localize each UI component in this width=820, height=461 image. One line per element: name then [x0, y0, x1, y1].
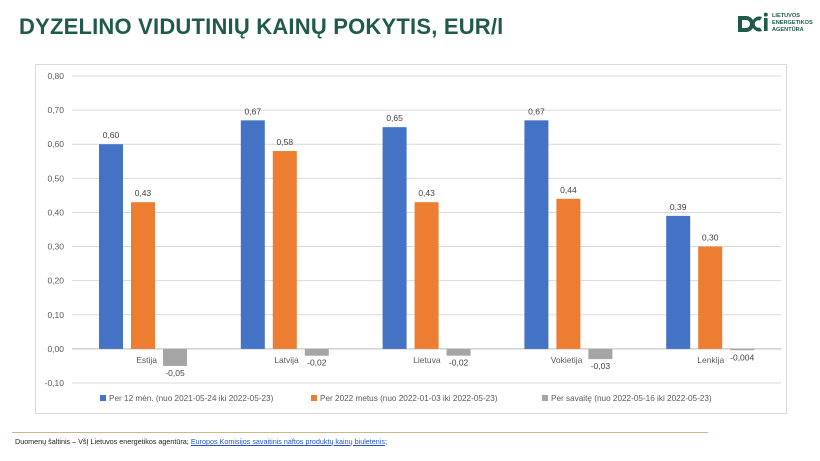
logo-line: LIETUVOS [772, 13, 800, 19]
data-label: 0,67 [528, 106, 545, 116]
data-label: 0,67 [245, 106, 262, 116]
data-label: -0,02 [449, 358, 469, 368]
bar [414, 202, 439, 349]
legend-swatch [311, 395, 317, 401]
bar [99, 144, 123, 349]
x-tick-label: Vokietija [551, 355, 583, 365]
bar [556, 198, 581, 349]
data-label: 0,60 [103, 130, 120, 140]
bar [382, 127, 407, 349]
chart-area: -0,10 0,00 0,10 0,20 0,30 0,40 0,50 0,60 0,70 0,8… [35, 64, 787, 414]
y-tick-label: 0,10 [47, 310, 64, 320]
bar [446, 348, 471, 356]
y-tick-label: 0,80 [47, 71, 64, 81]
y-tick-label: -0,10 [45, 378, 65, 388]
data-label: -0,05 [165, 368, 185, 378]
legend-swatch [542, 395, 548, 401]
page-title: DYZELINO VIDUTINIŲ KAINŲ POKYTIS, EUR/l [19, 14, 504, 39]
bar [272, 151, 297, 349]
bar [588, 348, 613, 360]
ena-logo-icon [738, 12, 768, 32]
footer-divider [12, 432, 708, 433]
logo-line: ENERGETIKOS [772, 20, 813, 26]
data-label: -0,004 [730, 352, 754, 362]
y-tick-label: 0,40 [47, 207, 64, 217]
legend-label: Per savaitę (nuo 2022-05-16 iki 2022-05-… [551, 394, 712, 403]
y-tick-label: 0,60 [47, 139, 64, 149]
data-label: 0,65 [386, 113, 403, 123]
x-tick-label: Estija [136, 355, 157, 365]
x-tick-label: Lenkija [697, 355, 724, 365]
legend-swatch [100, 395, 106, 401]
source-suffix: ; [384, 437, 387, 446]
bar [698, 246, 723, 349]
data-label: 0,43 [418, 188, 435, 198]
agency-logo: LIETUVOS ENERGETIKOS AGENTŪRA [736, 12, 813, 38]
source-link[interactable]: Europos Komisijos savaitinis naftos prod… [190, 437, 385, 446]
bar [524, 120, 549, 349]
data-label: 0,58 [277, 137, 294, 147]
bar [163, 348, 187, 366]
legend-label: Per 2022 metus (nuo 2022-01-03 iki 2022-… [320, 394, 498, 403]
data-label: -0,03 [591, 361, 611, 371]
footer-source: Duomenų šaltinis – VšĮ Lietuvos energeti… [15, 437, 387, 446]
x-tick-label: Lietuva [413, 355, 441, 365]
bar [131, 202, 155, 349]
y-tick-label: 0,20 [47, 276, 64, 286]
bar [666, 215, 691, 349]
legend-label: Per 12 mėn. (nuo 2021-05-24 iki 2022-05-… [109, 394, 274, 403]
bar [240, 120, 265, 349]
y-tick-label: 0,30 [47, 242, 64, 252]
data-label: 0,43 [135, 188, 152, 198]
data-label: 0,44 [560, 185, 577, 195]
source-text: Duomenų šaltinis – VšĮ Lietuvos energeti… [15, 437, 189, 446]
bar [304, 348, 329, 356]
agency-logo-text: LIETUVOS ENERGETIKOS AGENTŪRA [772, 13, 816, 34]
bar-chart: -0,10 0,00 0,10 0,20 0,30 0,40 0,50 0,60 0,70 0,8… [45, 71, 781, 403]
y-tick-label: 0,70 [47, 105, 64, 115]
data-label: 0,30 [702, 233, 719, 243]
bar [730, 348, 755, 351]
y-tick-label: 0,50 [47, 173, 64, 183]
x-tick-label: Latvija [274, 355, 299, 365]
logo-line: AGENTŪRA [772, 27, 804, 33]
data-label: -0,02 [307, 358, 327, 368]
y-tick-label: 0,00 [47, 344, 64, 354]
data-label: 0,39 [670, 202, 687, 212]
